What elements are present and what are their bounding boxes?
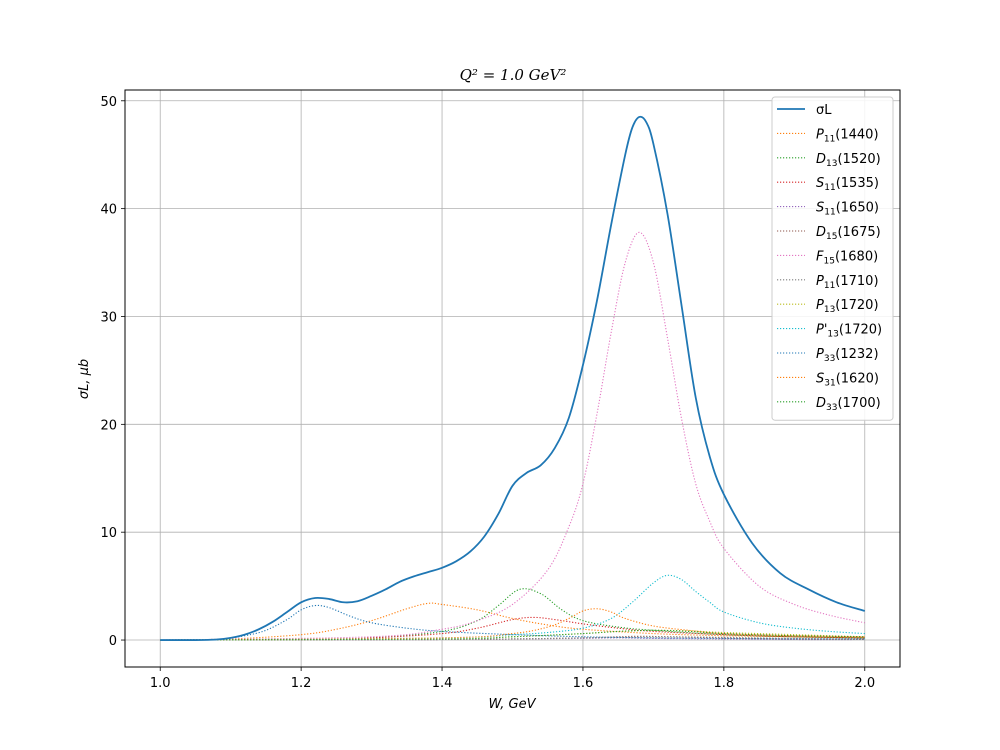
legend-label: P11(1710): [816, 274, 879, 291]
x-tick-label: 1.6: [573, 676, 594, 691]
legend-label: D15(1675): [816, 225, 881, 242]
series-line: [160, 608, 865, 641]
y-tick-label: 50: [100, 95, 117, 110]
y-tick-label: 20: [100, 418, 117, 433]
series-line: [160, 604, 865, 641]
legend-label: P33(1232): [816, 347, 879, 364]
y-tick-label: 0: [109, 634, 117, 649]
axis-ticks: 1.0 1.2 1.4 1.6 1.8 2.0 0 10 20 30 40 50: [100, 95, 875, 691]
legend-label: S11(1535): [816, 176, 879, 193]
y-tick-label: 40: [100, 203, 117, 218]
x-tick-label: 1.0: [150, 676, 171, 691]
legend-label: S31(1620): [816, 371, 879, 388]
legend-label: D13(1520): [816, 152, 881, 169]
series-line: [160, 602, 865, 641]
plot-series: [160, 115, 866, 641]
series-line: [160, 231, 865, 641]
series-line: [160, 629, 865, 641]
plot-frame: [124, 89, 901, 668]
x-tick-label: 2.0: [854, 676, 875, 691]
legend-label: F15(1680): [816, 249, 878, 266]
y-tick-label: 30: [100, 310, 117, 325]
y-axis-title: σL, μb: [77, 359, 92, 399]
legend-label: D33(1700): [816, 396, 881, 413]
x-tick-label: 1.4: [432, 676, 453, 691]
legend-label: σL: [816, 103, 832, 118]
x-axis-title: W, GeV: [488, 697, 536, 712]
series-line: [160, 636, 865, 641]
legend-label: P13(1720): [816, 298, 879, 315]
series-line: [160, 574, 865, 641]
series-line: [160, 616, 865, 641]
x-tick-label: 1.2: [291, 676, 312, 691]
x-tick-label: 1.8: [714, 676, 735, 691]
series-line: [160, 588, 865, 641]
legend: σL P11(1440) D13(1520) S11(1535) S11(1650) D1…: [771, 96, 894, 421]
y-tick-label: 10: [100, 526, 117, 541]
legend-label: P11(1440): [816, 127, 879, 144]
legend-label: P'13(1720): [816, 323, 882, 340]
series-line: [160, 115, 866, 641]
chart-title: Q² = 1.0 GeV²: [460, 66, 567, 84]
legend-box: [771, 96, 894, 421]
legend-label: S11(1650): [816, 201, 879, 218]
